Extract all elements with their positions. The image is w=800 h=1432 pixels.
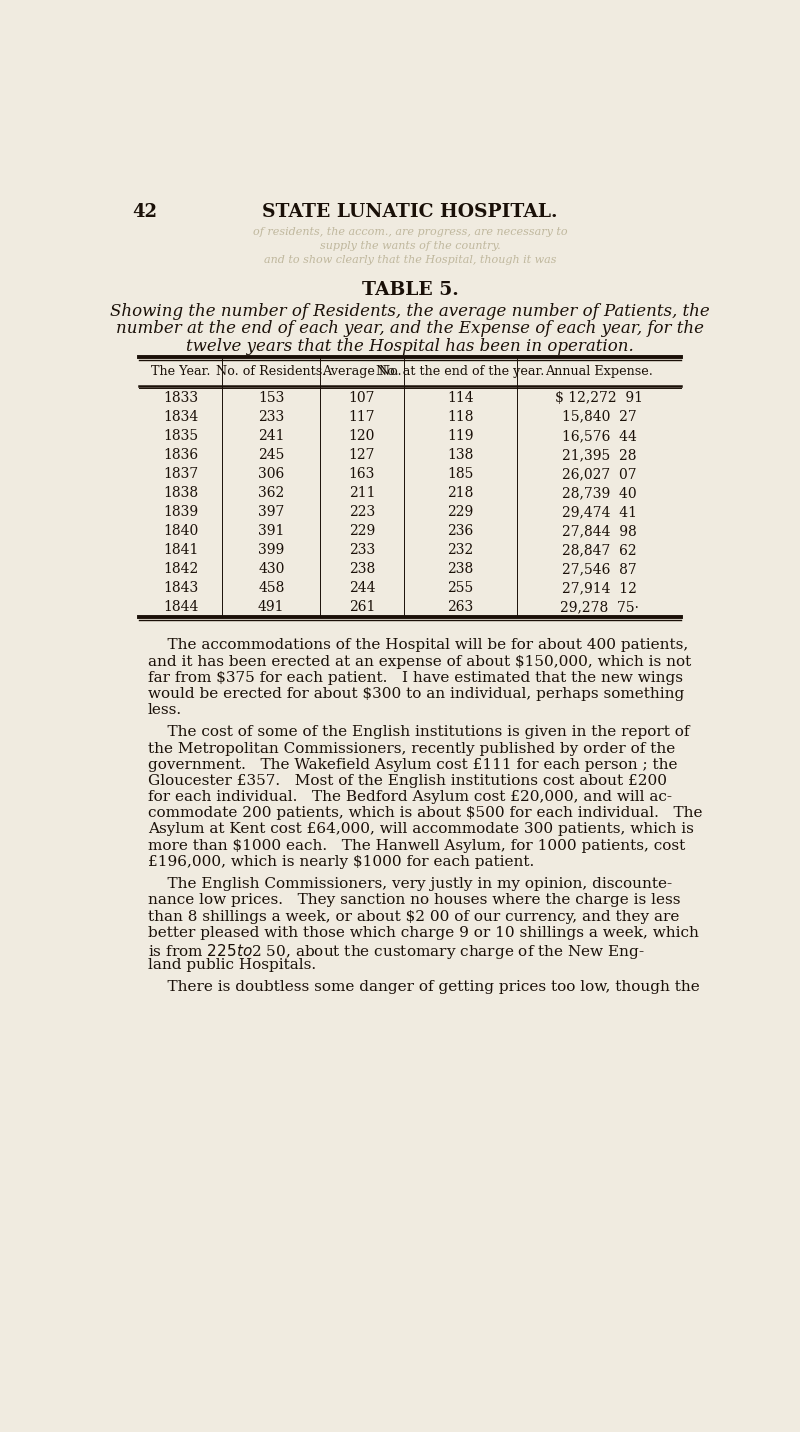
Text: 28,739  40: 28,739 40 [562, 485, 637, 500]
Text: The accommodations of the Hospital will be for about 400 patients,: The accommodations of the Hospital will … [148, 639, 688, 653]
Text: 1833: 1833 [163, 391, 198, 405]
Text: The English Commissioners, very justly in my opinion, discounte-: The English Commissioners, very justly i… [148, 878, 672, 891]
Text: Showing the number of Residents, the average number of Patients, the: Showing the number of Residents, the ave… [110, 302, 710, 319]
Text: 1836: 1836 [163, 448, 198, 463]
Text: number at the end of each year, and the Expense of each year, for the: number at the end of each year, and the … [116, 321, 704, 338]
Text: 16,576  44: 16,576 44 [562, 428, 637, 442]
Text: £196,000, which is nearly $1000 for each patient.: £196,000, which is nearly $1000 for each… [148, 855, 534, 869]
Text: 118: 118 [447, 410, 474, 424]
Text: 211: 211 [349, 485, 375, 500]
Text: is from $2 25 to $2 50, about the customary charge of the New Eng-: is from $2 25 to $2 50, about the custom… [148, 942, 645, 961]
Text: 245: 245 [258, 448, 285, 463]
Text: 42: 42 [133, 203, 158, 221]
Text: 27,844  98: 27,844 98 [562, 524, 637, 538]
Text: No. of Residents.: No. of Residents. [216, 365, 326, 378]
Text: 117: 117 [349, 410, 375, 424]
Text: Gloucester £357.   Most of the English institutions cost about £200: Gloucester £357. Most of the English ins… [148, 773, 667, 788]
Text: 153: 153 [258, 391, 285, 405]
Text: 430: 430 [258, 563, 285, 576]
Text: 1842: 1842 [163, 563, 198, 576]
Text: 391: 391 [258, 524, 285, 538]
Text: 27,914  12: 27,914 12 [562, 581, 637, 596]
Text: 1837: 1837 [163, 467, 198, 481]
Text: 29,474  41: 29,474 41 [562, 505, 637, 518]
Text: 241: 241 [258, 428, 285, 442]
Text: 491: 491 [258, 600, 285, 614]
Text: 29,278  75·: 29,278 75· [560, 600, 638, 614]
Text: 163: 163 [349, 467, 375, 481]
Text: 244: 244 [349, 581, 375, 596]
Text: 362: 362 [258, 485, 285, 500]
Text: far from $375 for each patient.   I have estimated that the new wings: far from $375 for each patient. I have e… [148, 670, 683, 684]
Text: for each individual.   The Bedford Asylum cost £20,000, and will ac-: for each individual. The Bedford Asylum … [148, 790, 672, 805]
Text: twelve years that the Hospital has been in operation.: twelve years that the Hospital has been … [186, 338, 634, 355]
Text: TABLE 5.: TABLE 5. [362, 281, 458, 299]
Text: and it has been erected at an expense of about $150,000, which is not: and it has been erected at an expense of… [148, 654, 691, 669]
Text: the Metropolitan Commissioners, recently published by order of the: the Metropolitan Commissioners, recently… [148, 742, 675, 756]
Text: would be erected for about $300 to an individual, perhaps something: would be erected for about $300 to an in… [148, 687, 684, 702]
Text: 1840: 1840 [163, 524, 198, 538]
Text: 261: 261 [349, 600, 375, 614]
Text: The Year.: The Year. [151, 365, 210, 378]
Text: 138: 138 [447, 448, 474, 463]
Text: Asylum at Kent cost £64,000, will accommodate 300 patients, which is: Asylum at Kent cost £64,000, will accomm… [148, 822, 694, 836]
Text: 236: 236 [447, 524, 474, 538]
Text: 120: 120 [349, 428, 375, 442]
Text: 397: 397 [258, 505, 285, 518]
Text: 107: 107 [349, 391, 375, 405]
Text: 399: 399 [258, 543, 285, 557]
Text: 185: 185 [447, 467, 474, 481]
Text: Annual Expense.: Annual Expense. [545, 365, 653, 378]
Text: of residents, the accom., are progress, are necessary to: of residents, the accom., are progress, … [253, 228, 567, 238]
Text: The cost of some of the English institutions is given in the report of: The cost of some of the English institut… [148, 726, 690, 739]
Text: commodate 200 patients, which is about $500 for each individual.   The: commodate 200 patients, which is about $… [148, 806, 702, 821]
Text: 119: 119 [447, 428, 474, 442]
Text: 458: 458 [258, 581, 285, 596]
Text: 127: 127 [349, 448, 375, 463]
Text: government.   The Wakefield Asylum cost £111 for each person ; the: government. The Wakefield Asylum cost £1… [148, 758, 678, 772]
Text: 218: 218 [447, 485, 474, 500]
Text: less.: less. [148, 703, 182, 717]
Text: 26,027  07: 26,027 07 [562, 467, 637, 481]
Text: 1839: 1839 [163, 505, 198, 518]
Text: 233: 233 [258, 410, 285, 424]
Text: 1844: 1844 [163, 600, 198, 614]
Text: 1838: 1838 [163, 485, 198, 500]
Text: more than $1000 each.   The Hanwell Asylum, for 1000 patients, cost: more than $1000 each. The Hanwell Asylum… [148, 839, 686, 852]
Text: 114: 114 [447, 391, 474, 405]
Text: 28,847  62: 28,847 62 [562, 543, 637, 557]
Text: 232: 232 [447, 543, 474, 557]
Text: 223: 223 [349, 505, 375, 518]
Text: 1835: 1835 [163, 428, 198, 442]
Text: STATE LUNATIC HOSPITAL.: STATE LUNATIC HOSPITAL. [262, 203, 558, 221]
Text: There is doubtless some danger of getting prices too low, though the: There is doubtless some danger of gettin… [148, 981, 700, 994]
Text: 238: 238 [349, 563, 375, 576]
Text: 255: 255 [447, 581, 474, 596]
Text: 1834: 1834 [163, 410, 198, 424]
Text: Average No.: Average No. [322, 365, 402, 378]
Text: 263: 263 [447, 600, 474, 614]
Text: No. at the end of the year.: No. at the end of the year. [376, 365, 545, 378]
Text: 27,546  87: 27,546 87 [562, 563, 637, 576]
Text: land public Hospitals.: land public Hospitals. [148, 958, 316, 972]
Text: supply the wants of the country.: supply the wants of the country. [320, 241, 500, 251]
Text: 229: 229 [349, 524, 375, 538]
Text: better pleased with those which charge 9 or 10 shillings a week, which: better pleased with those which charge 9… [148, 925, 699, 939]
Text: nance low prices.   They sanction no houses where the charge is less: nance low prices. They sanction no house… [148, 894, 681, 908]
Text: $ 12,272  91: $ 12,272 91 [555, 391, 643, 405]
Text: 15,840  27: 15,840 27 [562, 410, 637, 424]
Text: 21,395  28: 21,395 28 [562, 448, 636, 463]
Text: 229: 229 [447, 505, 474, 518]
Text: 233: 233 [349, 543, 375, 557]
Text: 1841: 1841 [163, 543, 198, 557]
Text: and to show clearly that the Hospital, though it was: and to show clearly that the Hospital, t… [264, 255, 556, 265]
Text: than 8 shillings a week, or about $2 00 of our currency, and they are: than 8 shillings a week, or about $2 00 … [148, 909, 679, 924]
Text: 238: 238 [447, 563, 474, 576]
Text: 1843: 1843 [163, 581, 198, 596]
Text: 306: 306 [258, 467, 285, 481]
